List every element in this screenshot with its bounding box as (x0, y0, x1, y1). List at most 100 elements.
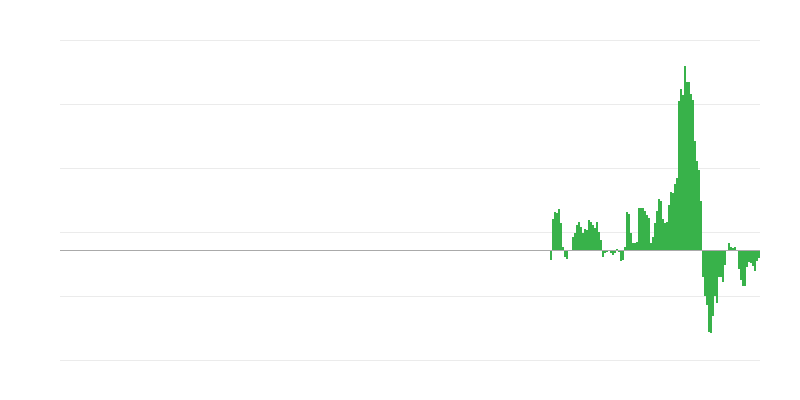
bar (656, 211, 658, 250)
bar (694, 141, 696, 250)
bars (550, 66, 760, 333)
bar (684, 66, 686, 250)
bar (758, 250, 760, 258)
bar (732, 248, 734, 250)
bar (746, 250, 748, 267)
bar (750, 250, 752, 263)
bar (584, 229, 586, 250)
bar (634, 243, 636, 250)
bar (590, 222, 592, 250)
bar (704, 250, 706, 296)
bar (580, 227, 582, 250)
bar (698, 170, 700, 250)
bar (626, 212, 628, 250)
bar (646, 215, 648, 250)
bar (572, 237, 574, 250)
bar (628, 214, 630, 250)
bar (696, 161, 698, 250)
bar (648, 218, 650, 250)
bar (560, 223, 562, 250)
bar (598, 232, 600, 250)
bar (702, 250, 704, 277)
bar (720, 250, 722, 277)
bar (754, 250, 756, 271)
bar (630, 233, 632, 250)
bar (738, 250, 740, 269)
bar (566, 250, 568, 259)
bar (604, 250, 606, 253)
bar (556, 213, 558, 250)
bar (562, 247, 564, 250)
bar (692, 100, 694, 250)
bar (734, 247, 736, 250)
bar (700, 201, 702, 250)
bar (728, 243, 730, 250)
bar (638, 208, 640, 250)
bar (574, 233, 576, 250)
bar (708, 250, 710, 332)
bar (594, 228, 596, 250)
bar (662, 219, 664, 250)
bar (602, 250, 604, 257)
bar (748, 250, 750, 262)
bar (752, 250, 754, 266)
bar (588, 220, 590, 250)
bar (586, 230, 588, 250)
bar (600, 240, 602, 250)
bar (678, 101, 680, 250)
bar (676, 178, 678, 250)
bar (650, 243, 652, 250)
gridlines (60, 40, 760, 361)
bar (614, 250, 616, 253)
bar (686, 82, 688, 250)
bar (722, 250, 724, 282)
bar (644, 211, 646, 250)
bar (654, 223, 656, 250)
bar (744, 250, 746, 286)
bar (680, 89, 682, 250)
bar (706, 250, 708, 305)
bar (730, 247, 732, 250)
bar (554, 212, 556, 250)
bar (592, 225, 594, 250)
bar (582, 233, 584, 250)
bar (596, 222, 598, 250)
bar (622, 250, 624, 260)
bar (636, 242, 638, 250)
bar (714, 250, 716, 296)
bar (724, 250, 726, 265)
bar (710, 250, 712, 333)
bar (616, 249, 618, 250)
bar (742, 250, 744, 286)
bar (712, 250, 714, 316)
bar (610, 250, 612, 253)
bar (576, 225, 578, 250)
bar (578, 222, 580, 250)
bar (632, 243, 634, 250)
bar (664, 223, 666, 250)
bar (620, 250, 622, 261)
bar (690, 94, 692, 250)
bar (552, 219, 554, 250)
bar (672, 193, 674, 250)
bar (670, 192, 672, 250)
bar (718, 250, 720, 277)
bar (612, 250, 614, 255)
bar (660, 201, 662, 250)
bar (640, 208, 642, 250)
bar (674, 184, 676, 250)
bar (716, 250, 718, 303)
bar (756, 250, 758, 261)
bar (624, 247, 626, 250)
bar (668, 205, 670, 250)
bar (688, 82, 690, 250)
bar (666, 222, 668, 250)
bar (642, 208, 644, 250)
bar (652, 237, 654, 250)
bar (550, 250, 552, 260)
bar (564, 250, 566, 257)
bar (658, 199, 660, 250)
bar (682, 95, 684, 250)
bar (740, 250, 742, 280)
